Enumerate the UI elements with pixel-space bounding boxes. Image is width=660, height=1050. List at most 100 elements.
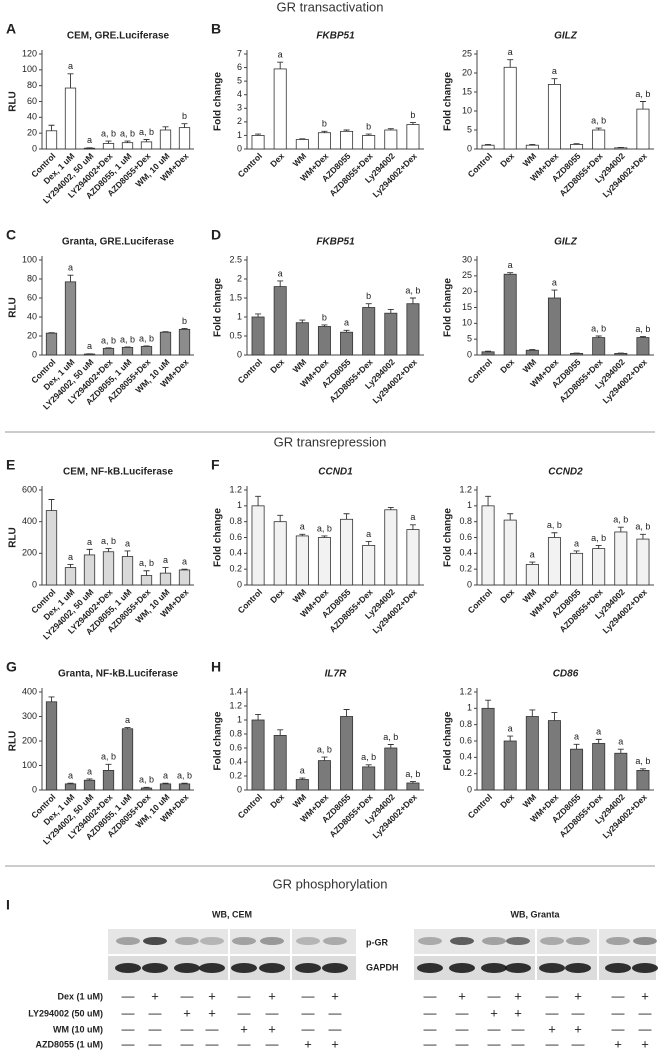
bar [636, 770, 650, 791]
bar [362, 766, 376, 791]
treatment-sign: — [639, 1021, 652, 1036]
significance-label: a [508, 723, 513, 733]
bar [64, 87, 77, 150]
significance-label: a [68, 263, 73, 273]
chart-title: CCND2 [548, 467, 583, 478]
bar [340, 331, 354, 356]
y-tick-label: 60 [27, 292, 37, 302]
blot-band [231, 963, 257, 973]
bar [102, 770, 115, 791]
y-tick-label: 6 [237, 62, 242, 72]
significance-label: a [300, 765, 305, 775]
error-bar [507, 59, 514, 68]
bar [406, 529, 420, 586]
treatment-sign: + [514, 988, 522, 1003]
treatment-sign: + [304, 1036, 312, 1050]
error-bar [387, 744, 394, 748]
treatment-sign: — [456, 1005, 469, 1020]
blot-band [506, 937, 530, 945]
bar [481, 351, 495, 356]
y-tick-label: 0.8 [229, 728, 242, 738]
bar [503, 740, 517, 791]
blot-band [174, 963, 200, 973]
blot-title: WB, Granta [510, 909, 560, 919]
treatment-sign: — [572, 1005, 585, 1020]
error-bar [551, 289, 558, 298]
y-tick-label: 1.4 [229, 686, 242, 696]
error-bar [143, 570, 150, 576]
significance-label: a, b [101, 536, 116, 546]
treatment-sign: — [456, 1036, 469, 1050]
treatment-sign: — [122, 1036, 135, 1050]
error-bar [343, 129, 350, 132]
treatment-sign: — [238, 1005, 251, 1020]
y-axis-label: Fold change [213, 72, 224, 131]
y-tick-label: 1.2 [229, 700, 242, 710]
treatment-sign: + [208, 1005, 216, 1020]
error-bar [387, 128, 394, 130]
significance-label: a, b [317, 744, 332, 754]
treatment-sign: — [512, 1021, 525, 1036]
bar [102, 143, 115, 150]
x-tick-label: Dex [498, 357, 516, 375]
treatment-sign: — [181, 1036, 194, 1050]
significance-label: a [596, 727, 601, 737]
y-axis-label: Fold change [443, 72, 454, 131]
treatment-sign: — [572, 1036, 585, 1050]
bar [178, 569, 191, 586]
bar [570, 552, 584, 586]
significance-label: a [182, 557, 187, 567]
blot-band [482, 937, 506, 945]
y-tick-label: 2 [237, 273, 242, 283]
x-tick-label: Control [236, 587, 264, 615]
error-bar [365, 303, 372, 308]
treatment-sign: — [302, 1005, 315, 1020]
treatment-sign: + [514, 1005, 522, 1020]
y-tick-label: 40 [27, 112, 37, 122]
blot-band [323, 937, 347, 945]
y-tick-label: 40 [27, 311, 37, 321]
y-tick-label: 120 [22, 48, 37, 58]
blot-band [481, 963, 507, 973]
error-bar [124, 550, 131, 557]
treatment-sign: — [149, 1005, 162, 1020]
significance-label: a [125, 538, 130, 548]
bar [121, 346, 134, 356]
bar [592, 743, 606, 791]
error-bar [124, 140, 131, 143]
bar [317, 326, 331, 356]
chart-title: CD86 [553, 669, 579, 680]
treatment-sign: — [488, 988, 501, 1003]
y-tick-label: 0.6 [459, 532, 472, 542]
bar [481, 707, 495, 791]
significance-label: a, b [591, 323, 606, 333]
x-tick-label: WM [291, 357, 309, 375]
error-bar [86, 548, 93, 555]
y-tick-label: 1.2 [459, 686, 472, 696]
significance-label: a [344, 318, 349, 328]
blot-band [175, 937, 199, 945]
treatment-sign: — [546, 1036, 559, 1050]
y-tick-label: 15 [462, 86, 472, 96]
blot-band [322, 963, 348, 973]
bar [45, 130, 58, 150]
bar [45, 701, 58, 791]
error-bar [529, 143, 536, 146]
chart-title: Granta, GRE.Luciferase [62, 237, 175, 248]
error-bar [573, 143, 580, 145]
treatment-label: LY294002 (50 uM) [28, 1008, 103, 1018]
significance-label: a [163, 771, 168, 781]
error-bar [365, 764, 372, 767]
error-bar [181, 568, 188, 570]
x-tick-label: WM [521, 151, 539, 169]
significance-label: a, b [317, 523, 332, 533]
y-tick-label: 0 [467, 143, 472, 153]
blot-band [505, 963, 531, 973]
y-tick-label: 20 [462, 286, 472, 296]
treatment-sign: — [546, 1005, 559, 1020]
y-tick-label: 0 [237, 784, 242, 794]
treatment-sign: — [639, 1005, 652, 1020]
blot-band [566, 937, 590, 945]
blot-band [565, 963, 591, 973]
